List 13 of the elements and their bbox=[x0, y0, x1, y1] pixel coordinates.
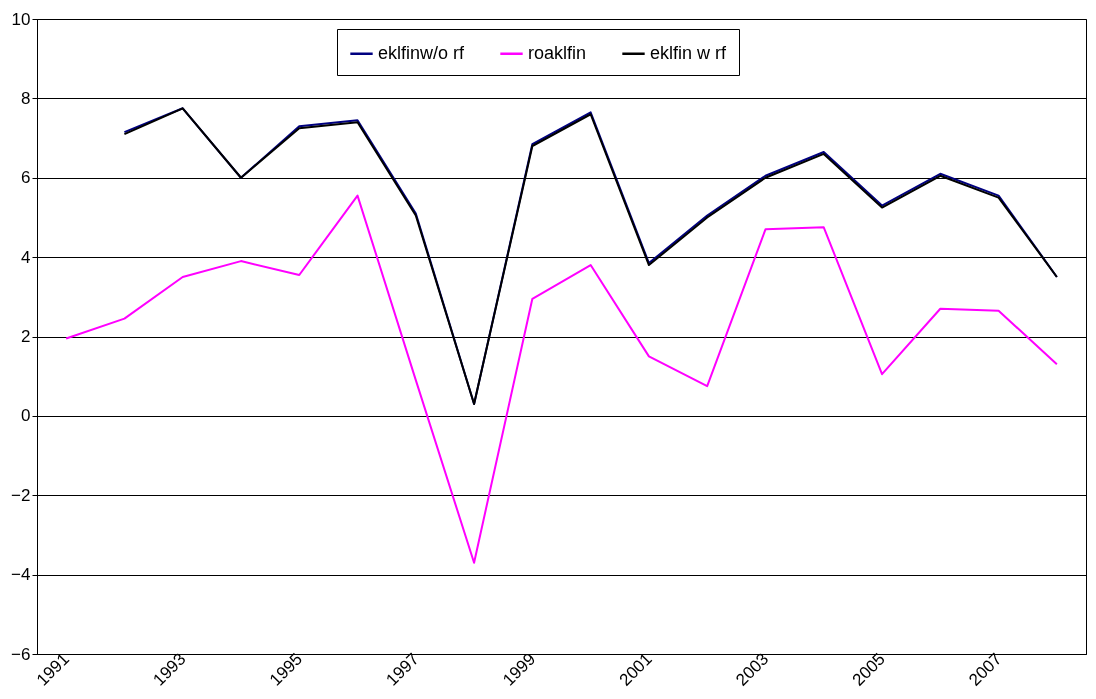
legend-label: eklfin w rf bbox=[650, 42, 728, 63]
y-tick-label: 0 bbox=[21, 406, 31, 426]
y-tick-label: 4 bbox=[21, 247, 31, 267]
legend-label: roaklfin bbox=[528, 42, 587, 63]
y-tick-label: −4 bbox=[11, 565, 31, 585]
y-tick-label: 8 bbox=[21, 88, 31, 108]
y-tick-label: 10 bbox=[11, 9, 31, 29]
y-tick-label: −2 bbox=[11, 485, 31, 505]
y-tick-label: 2 bbox=[21, 327, 31, 346]
y-tick-label: −6 bbox=[11, 644, 31, 664]
line-series bbox=[65, 194, 1058, 564]
y-tick-label: 6 bbox=[21, 168, 31, 188]
legend-label: eklfinw/o rf bbox=[378, 42, 466, 63]
